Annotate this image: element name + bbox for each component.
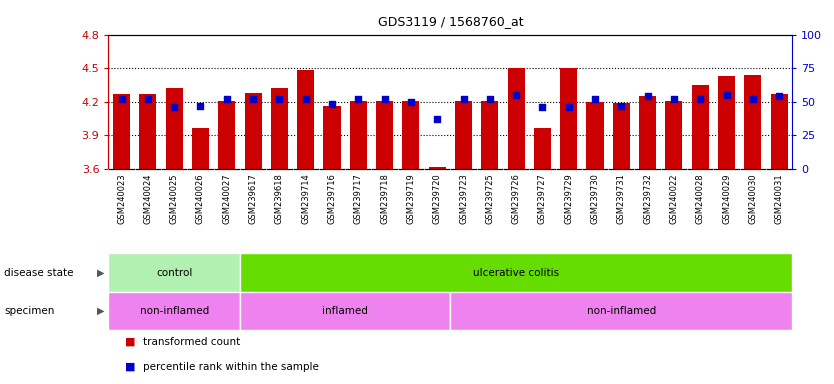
Text: GSM239729: GSM239729	[565, 173, 573, 224]
Bar	[718, 76, 735, 169]
Bar	[508, 68, 525, 169]
Text: GSM239727: GSM239727	[538, 173, 547, 224]
Text: GSM239731: GSM239731	[617, 173, 626, 224]
Text: GSM239717: GSM239717	[354, 173, 363, 224]
Point	[562, 104, 575, 110]
Point	[115, 96, 128, 102]
Text: GSM239618: GSM239618	[275, 173, 284, 224]
Text: inflamed: inflamed	[322, 306, 368, 316]
Point	[720, 92, 733, 98]
Text: GSM240024: GSM240024	[143, 173, 153, 224]
Bar	[113, 94, 130, 169]
Point	[457, 96, 470, 102]
Bar	[450, 292, 792, 330]
Text: GSM240025: GSM240025	[169, 173, 178, 224]
Bar	[219, 101, 235, 169]
Point	[667, 96, 681, 102]
Text: GSM240026: GSM240026	[196, 173, 205, 224]
Text: GSM239716: GSM239716	[328, 173, 336, 224]
Point	[193, 103, 207, 109]
Text: GSM240030: GSM240030	[748, 173, 757, 224]
Text: GSM240031: GSM240031	[775, 173, 784, 224]
Point	[535, 104, 549, 110]
Text: GSM240022: GSM240022	[670, 173, 678, 224]
Text: non-inflamed: non-inflamed	[139, 306, 208, 316]
Bar	[586, 102, 604, 169]
Point	[325, 101, 339, 108]
Bar	[240, 253, 792, 292]
Bar	[429, 167, 445, 169]
Point	[246, 96, 259, 102]
Bar	[744, 75, 761, 169]
Text: GSM240029: GSM240029	[722, 173, 731, 224]
Text: GSM240027: GSM240027	[223, 173, 231, 224]
Bar	[108, 253, 240, 292]
Text: ■: ■	[125, 337, 136, 347]
Text: disease state: disease state	[4, 268, 73, 278]
Text: ▶: ▶	[97, 306, 104, 316]
Bar	[691, 85, 709, 169]
Bar	[771, 94, 787, 169]
Point	[141, 96, 154, 102]
Text: transformed count: transformed count	[143, 337, 241, 347]
Text: GSM239725: GSM239725	[485, 173, 495, 224]
Bar	[108, 292, 240, 330]
Bar	[455, 101, 472, 169]
Text: ▶: ▶	[97, 268, 104, 278]
Bar	[560, 68, 577, 169]
Point	[694, 96, 707, 102]
Bar	[139, 94, 157, 169]
Text: GSM239723: GSM239723	[459, 173, 468, 224]
Bar	[349, 101, 367, 169]
Text: GSM239617: GSM239617	[249, 173, 258, 224]
Bar	[324, 106, 340, 169]
Bar	[666, 101, 682, 169]
Text: GSM239732: GSM239732	[643, 173, 652, 224]
Text: GSM239720: GSM239720	[433, 173, 442, 224]
Point	[588, 96, 601, 102]
Point	[483, 96, 496, 102]
Text: non-inflamed: non-inflamed	[586, 306, 656, 316]
Bar	[297, 70, 314, 169]
Point	[430, 116, 444, 122]
Text: control: control	[156, 268, 193, 278]
Text: GSM239718: GSM239718	[380, 173, 389, 224]
Bar	[376, 101, 393, 169]
Text: percentile rank within the sample: percentile rank within the sample	[143, 362, 319, 372]
Bar	[613, 103, 630, 169]
Text: GSM240028: GSM240028	[696, 173, 705, 224]
Point	[352, 96, 365, 102]
Bar	[240, 292, 450, 330]
Point	[746, 96, 760, 102]
Bar	[244, 93, 262, 169]
Bar	[639, 96, 656, 169]
Point	[772, 93, 786, 99]
Text: ■: ■	[125, 362, 136, 372]
Text: GSM239714: GSM239714	[301, 173, 310, 224]
Bar	[402, 101, 420, 169]
Bar	[271, 88, 288, 169]
Bar	[166, 88, 183, 169]
Point	[404, 99, 418, 105]
Bar	[534, 127, 551, 169]
Text: ulcerative colitis: ulcerative colitis	[473, 268, 559, 278]
Point	[273, 96, 286, 102]
Text: GDS3119 / 1568760_at: GDS3119 / 1568760_at	[378, 15, 523, 28]
Point	[168, 104, 181, 110]
Point	[378, 96, 391, 102]
Text: GSM239726: GSM239726	[511, 173, 520, 224]
Point	[615, 103, 628, 109]
Point	[510, 92, 523, 98]
Text: GSM239730: GSM239730	[590, 173, 600, 224]
Point	[641, 93, 655, 99]
Point	[299, 96, 313, 102]
Text: GSM239719: GSM239719	[406, 173, 415, 224]
Text: specimen: specimen	[4, 306, 54, 316]
Point	[220, 96, 234, 102]
Bar	[192, 127, 209, 169]
Bar	[481, 101, 499, 169]
Text: GSM240023: GSM240023	[117, 173, 126, 224]
